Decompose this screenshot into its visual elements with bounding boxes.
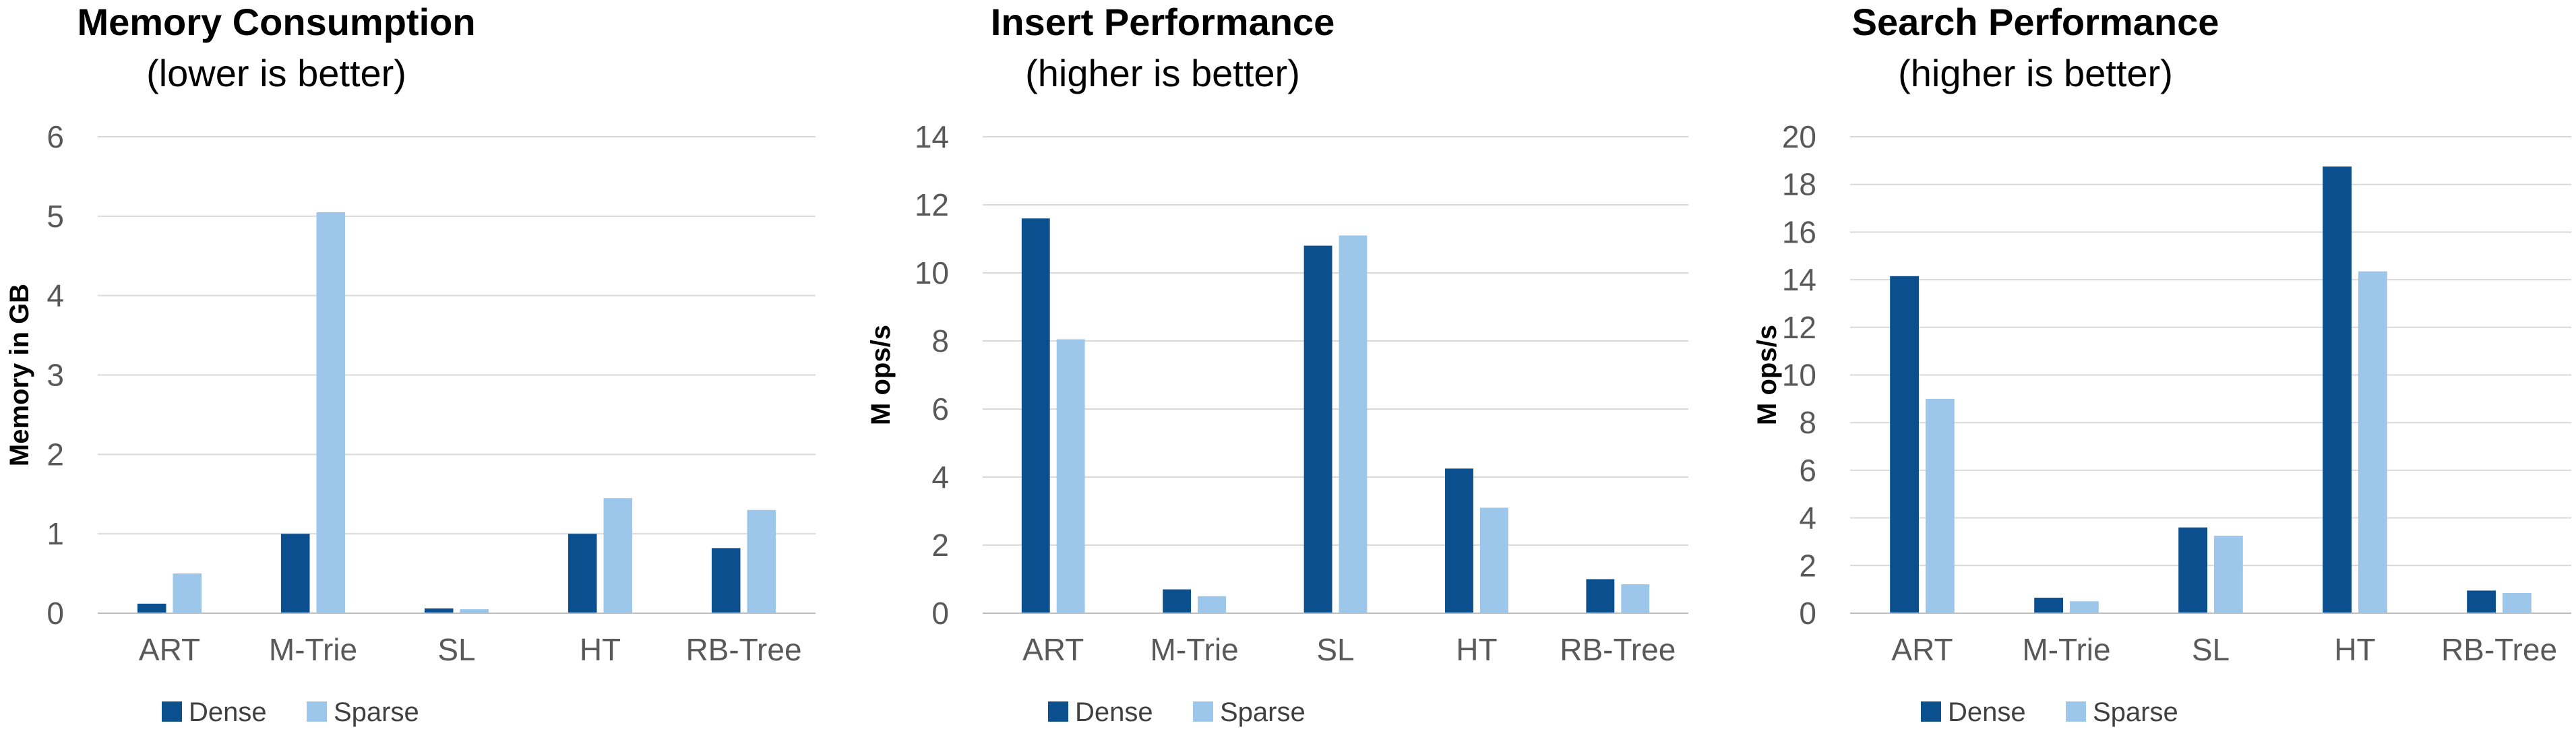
chart2-bar-sparse-art bbox=[1056, 339, 1085, 613]
chart2-y-tick-label: 0 bbox=[931, 596, 949, 631]
chart2-legend-label-sparse: Sparse bbox=[1220, 697, 1306, 727]
chart1-legend-swatch-dense bbox=[162, 701, 182, 722]
chart2-y-tick-label: 12 bbox=[915, 187, 949, 222]
chart2-legend-swatch-sparse bbox=[1193, 701, 1213, 722]
chart3-title: Search Performance bbox=[1852, 1, 2219, 43]
chart3-y-tick-label: 8 bbox=[1799, 405, 1816, 440]
chart2-legend-swatch-dense bbox=[1048, 701, 1068, 722]
chart2-title: Insert Performance bbox=[991, 1, 1335, 43]
chart1-x-tick-label: RB-Tree bbox=[685, 632, 801, 667]
chart1-x-tick-label: M-Trie bbox=[269, 632, 357, 667]
chart3-legend-label-sparse: Sparse bbox=[2093, 697, 2178, 727]
chart1-bar-sparse-m-trie bbox=[316, 212, 346, 614]
chart1-legend-label-sparse: Sparse bbox=[334, 697, 419, 727]
chart2-y-tick-label: 8 bbox=[931, 323, 949, 358]
chart1-y-axis-label: Memory in GB bbox=[5, 284, 34, 466]
chart2-x-tick-label: M-Trie bbox=[1151, 632, 1239, 667]
chart1-y-tick-label: 6 bbox=[47, 119, 64, 154]
chart2-x-tick-label: ART bbox=[1022, 632, 1084, 667]
chart2-bar-dense-art bbox=[1021, 218, 1050, 613]
chart1-bar-dense-ht bbox=[568, 534, 597, 613]
chart3-y-tick-label: 16 bbox=[1782, 214, 1816, 249]
chart1-x-tick-label: SL bbox=[437, 632, 475, 667]
chart2-y-tick-label: 4 bbox=[931, 460, 949, 495]
chart1-y-tick-label: 1 bbox=[47, 516, 64, 551]
chart1-x-tick-label: ART bbox=[139, 632, 200, 667]
chart1-title: Memory Consumption bbox=[77, 1, 475, 43]
chart3-y-tick-label: 18 bbox=[1782, 167, 1816, 202]
chart1-y-tick-label: 5 bbox=[47, 199, 64, 234]
chart2-bar-sparse-ht bbox=[1479, 507, 1508, 613]
chart3-bar-sparse-art bbox=[1926, 398, 1955, 613]
chart1-y-tick-label: 3 bbox=[47, 358, 64, 393]
chart2-bar-sparse-sl bbox=[1339, 235, 1368, 613]
chart2-y-tick-label: 6 bbox=[931, 391, 949, 427]
chart1-bar-dense-rb-tree bbox=[711, 548, 741, 613]
chart3-bar-sparse-sl bbox=[2214, 536, 2243, 613]
chart3-bar-dense-rb-tree bbox=[2467, 590, 2496, 613]
chart2-x-tick-label: RB-Tree bbox=[1560, 632, 1676, 667]
chart1-y-tick-label: 2 bbox=[47, 437, 64, 472]
chart3-x-tick-label: SL bbox=[2192, 632, 2230, 667]
chart2-y-tick-label: 14 bbox=[915, 119, 949, 154]
chart3-y-tick-label: 4 bbox=[1799, 501, 1816, 536]
chart1-x-tick-label: HT bbox=[580, 632, 621, 667]
chart2-bar-dense-ht bbox=[1445, 468, 1473, 613]
chart1-subtitle: (lower is better) bbox=[146, 52, 406, 94]
chart3-y-axis-label: M ops/s bbox=[1752, 325, 1782, 425]
chart3-bar-dense-ht bbox=[2323, 166, 2352, 613]
chart3-bar-dense-sl bbox=[2178, 527, 2207, 613]
chart1-bar-sparse-ht bbox=[603, 498, 633, 613]
chart3-bar-sparse-m-trie bbox=[2070, 601, 2099, 613]
chart1-bar-dense-m-trie bbox=[280, 534, 310, 613]
chart2-x-tick-label: HT bbox=[1456, 632, 1497, 667]
chart3-bar-dense-m-trie bbox=[2034, 598, 2063, 613]
chart2-y-tick-label: 2 bbox=[931, 528, 949, 563]
chart3-bar-sparse-ht bbox=[2358, 271, 2387, 613]
chart3-legend-label-dense: Dense bbox=[1948, 697, 2026, 727]
chart1-bar-sparse-sl bbox=[460, 609, 489, 613]
chart1-legend-swatch-sparse bbox=[307, 701, 327, 722]
chart2-bar-sparse-m-trie bbox=[1198, 596, 1226, 613]
chart3-y-tick-label: 10 bbox=[1782, 358, 1816, 393]
chart3-x-tick-label: M-Trie bbox=[2022, 632, 2110, 667]
chart3-y-tick-label: 0 bbox=[1799, 596, 1816, 631]
chart3-bar-dense-art bbox=[1890, 276, 1919, 613]
chart3-y-tick-label: 6 bbox=[1799, 453, 1816, 488]
chart1-bar-sparse-rb-tree bbox=[747, 509, 776, 613]
chart3-legend-swatch-dense bbox=[1921, 701, 1941, 722]
chart3-y-tick-label: 20 bbox=[1782, 119, 1816, 154]
chart2-bar-dense-sl bbox=[1304, 245, 1332, 614]
chart3-subtitle: (higher is better) bbox=[1898, 52, 2173, 94]
chart3-x-tick-label: HT bbox=[2334, 632, 2375, 667]
chart3-y-tick-label: 14 bbox=[1782, 262, 1816, 297]
chart3-y-tick-label: 12 bbox=[1782, 310, 1816, 345]
chart2-bar-dense-m-trie bbox=[1163, 589, 1192, 613]
chart1-y-tick-label: 0 bbox=[47, 596, 64, 631]
chart3-legend-swatch-sparse bbox=[2066, 701, 2086, 722]
chart1-bar-dense-art bbox=[137, 603, 166, 613]
chart2-y-tick-label: 10 bbox=[915, 255, 949, 290]
chart3-bar-sparse-rb-tree bbox=[2503, 592, 2532, 613]
chart2-x-tick-label: SL bbox=[1316, 632, 1354, 667]
chart1-legend-label-dense: Dense bbox=[189, 697, 267, 727]
chart1-bar-sparse-art bbox=[173, 573, 202, 613]
chart1-bar-dense-sl bbox=[424, 608, 454, 613]
chart3-y-tick-label: 2 bbox=[1799, 548, 1816, 583]
chart2-subtitle: (higher is better) bbox=[1025, 52, 1300, 94]
chart3-x-tick-label: RB-Tree bbox=[2441, 632, 2557, 667]
chart2-y-axis-label: M ops/s bbox=[866, 325, 896, 425]
chart1-y-tick-label: 4 bbox=[47, 278, 64, 313]
chart2-legend-label-dense: Dense bbox=[1075, 697, 1153, 727]
chart3-x-tick-label: ART bbox=[1891, 632, 1953, 667]
chart2-bar-sparse-rb-tree bbox=[1621, 584, 1650, 613]
chart2-bar-dense-rb-tree bbox=[1586, 579, 1615, 613]
